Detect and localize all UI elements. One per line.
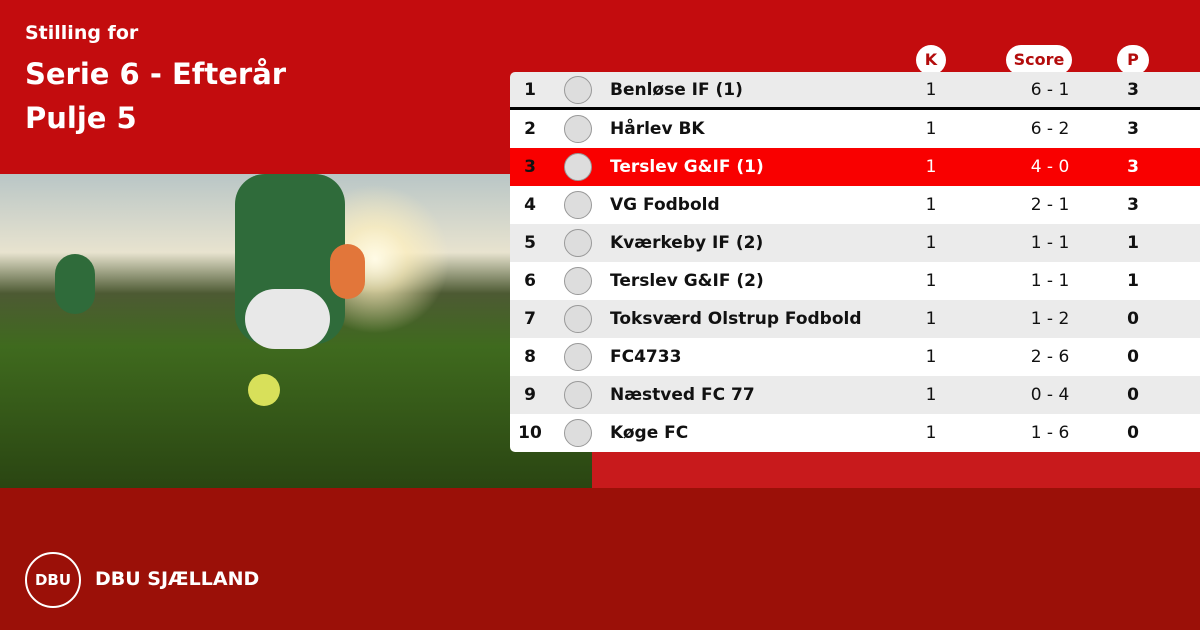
team-logo-icon bbox=[564, 191, 592, 219]
score: 4 - 0 bbox=[1030, 157, 1070, 177]
matches-played: 1 bbox=[925, 423, 937, 443]
team-logo-icon bbox=[564, 343, 592, 371]
team-logo-icon bbox=[564, 115, 592, 143]
matches-played: 1 bbox=[925, 347, 937, 367]
position: 9 bbox=[524, 385, 536, 405]
team-name: Kværkeby IF (2) bbox=[610, 233, 764, 253]
team-name: Terslev G&IF (2) bbox=[610, 271, 764, 291]
team-logo-icon bbox=[564, 229, 592, 257]
table-row: 4 VG Fodbold 1 2 - 1 3 bbox=[510, 186, 1200, 224]
football-photo bbox=[0, 174, 592, 488]
score: 1 - 6 bbox=[1030, 423, 1070, 443]
position: 3 bbox=[524, 157, 536, 177]
team-logo-icon bbox=[564, 419, 592, 447]
player-figure bbox=[55, 254, 95, 314]
points: 0 bbox=[1127, 385, 1139, 405]
points: 3 bbox=[1127, 195, 1139, 215]
matches-played: 1 bbox=[925, 157, 937, 177]
team-name: Næstved FC 77 bbox=[610, 385, 755, 405]
title-block: Stilling for Serie 6 - Efterår Pulje 5 bbox=[25, 22, 286, 140]
matches-played: 1 bbox=[925, 385, 937, 405]
matches-played: 1 bbox=[925, 79, 937, 100]
points: 0 bbox=[1127, 423, 1139, 443]
team-name: Terslev G&IF (1) bbox=[610, 157, 764, 177]
points: 0 bbox=[1127, 309, 1139, 329]
group-title: Pulje 5 bbox=[25, 101, 137, 135]
dbu-logo: DBU bbox=[25, 552, 81, 608]
team-name: Hårlev BK bbox=[610, 119, 705, 139]
table-row: 9 Næstved FC 77 1 0 - 4 0 bbox=[510, 376, 1200, 414]
position: 6 bbox=[524, 271, 536, 291]
table-row: 3 Terslev G&IF (1) 1 4 - 0 3 bbox=[510, 148, 1200, 186]
team-logo-icon bbox=[564, 75, 592, 104]
team-logo-icon bbox=[564, 305, 592, 333]
score: 6 - 2 bbox=[1030, 119, 1070, 139]
table-row: 10 Køge FC 1 1 - 6 0 bbox=[510, 414, 1200, 452]
player-figure bbox=[245, 289, 330, 349]
team-name: Toksværd Olstrup Fodbold bbox=[610, 309, 862, 329]
matches-played: 1 bbox=[925, 271, 937, 291]
team-name: FC4733 bbox=[610, 347, 682, 367]
position: 7 bbox=[524, 309, 536, 329]
team-logo-icon bbox=[564, 267, 592, 295]
column-header-p: P bbox=[1117, 45, 1149, 75]
points: 3 bbox=[1127, 119, 1139, 139]
team-name: Køge FC bbox=[610, 423, 689, 443]
table-row: 2 Hårlev BK 1 6 - 2 3 bbox=[510, 110, 1200, 148]
score: 6 - 1 bbox=[1030, 79, 1070, 100]
column-header-score: Score bbox=[1006, 45, 1072, 75]
team-name: Benløse IF (1) bbox=[610, 79, 743, 100]
position: 8 bbox=[524, 347, 536, 367]
table-row: 6 Terslev G&IF (2) 1 1 - 1 1 bbox=[510, 262, 1200, 300]
page-title: Serie 6 - Efterår bbox=[25, 57, 287, 91]
score: 2 - 6 bbox=[1030, 347, 1070, 367]
score: 2 - 1 bbox=[1030, 195, 1070, 215]
points: 1 bbox=[1127, 233, 1139, 253]
column-header-k: K bbox=[916, 45, 946, 75]
position: 5 bbox=[524, 233, 536, 253]
points: 3 bbox=[1127, 79, 1139, 100]
matches-played: 1 bbox=[925, 119, 937, 139]
score: 1 - 1 bbox=[1030, 271, 1070, 291]
team-name: VG Fodbold bbox=[610, 195, 720, 215]
team-logo-icon bbox=[564, 153, 592, 181]
team-logo-icon bbox=[564, 381, 592, 409]
brand-name: DBU SJÆLLAND bbox=[95, 568, 260, 590]
points: 3 bbox=[1127, 157, 1139, 177]
subtitle: Stilling for bbox=[25, 22, 139, 44]
points: 1 bbox=[1127, 271, 1139, 291]
score: 0 - 4 bbox=[1030, 385, 1070, 405]
ball bbox=[248, 374, 280, 406]
score: 1 - 2 bbox=[1030, 309, 1070, 329]
position: 10 bbox=[518, 423, 542, 443]
table-row: 5 Kværkeby IF (2) 1 1 - 1 1 bbox=[510, 224, 1200, 262]
player-figure bbox=[330, 244, 365, 299]
matches-played: 1 bbox=[925, 195, 937, 215]
position: 2 bbox=[524, 119, 536, 139]
table-row: 7 Toksværd Olstrup Fodbold 1 1 - 2 0 bbox=[510, 300, 1200, 338]
points: 0 bbox=[1127, 347, 1139, 367]
position: 1 bbox=[524, 79, 536, 100]
score: 1 - 1 bbox=[1030, 233, 1070, 253]
matches-played: 1 bbox=[925, 309, 937, 329]
matches-played: 1 bbox=[925, 233, 937, 253]
decorative-pattern bbox=[592, 452, 1200, 488]
table-row: 1 Benløse IF (1) 1 6 - 1 3 bbox=[510, 72, 1200, 110]
position: 4 bbox=[524, 195, 536, 215]
table-row: 8 FC4733 1 2 - 6 0 bbox=[510, 338, 1200, 376]
